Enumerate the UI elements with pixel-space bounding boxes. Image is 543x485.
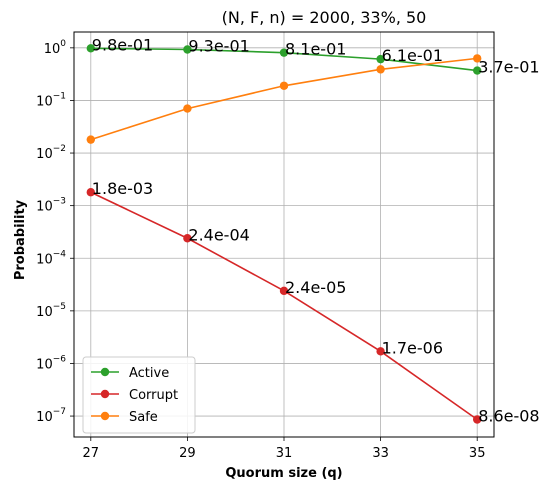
- data-point-corrupt: [473, 415, 482, 424]
- y-tick-label: 100: [44, 39, 67, 57]
- y-tick-label: 10−7: [36, 407, 66, 425]
- data-point-active: [279, 48, 289, 57]
- y-tick-label: 10−3: [36, 197, 66, 215]
- legend-marker-active: [100, 367, 110, 377]
- legend-label-corrupt: Corrupt: [129, 388, 178, 403]
- data-point-safe: [376, 65, 385, 74]
- data-label-active: 8.1e-01: [285, 40, 346, 59]
- data-label-active: 3.7e-01: [478, 58, 539, 77]
- data-point-active: [183, 45, 192, 54]
- axis-ticks: 27 29 31 33 35 100 10−1 10−2 10−3 10−4 10−5 10−6 10−…: [36, 39, 485, 461]
- legend-marker-corrupt: [100, 389, 110, 399]
- x-tick-label: 27: [83, 446, 100, 461]
- data-point-safe: [86, 135, 96, 144]
- data-label-corrupt: 2.4e-04: [188, 225, 249, 244]
- x-tick-label: 31: [276, 446, 293, 461]
- x-tick-label: 33: [372, 446, 389, 461]
- legend: Active Corrupt Safe: [82, 356, 196, 434]
- data-point-active: [376, 54, 385, 64]
- data-point-active: [86, 44, 96, 53]
- chart-title: (N, F, n) = 2000, 33%, 50: [222, 8, 427, 27]
- data-point-active: [473, 66, 482, 75]
- data-point-safe: [473, 54, 482, 63]
- y-axis-label: Probability: [13, 199, 28, 280]
- y-tick-label: 10−1: [36, 91, 66, 109]
- data-label-active: 9.8e-01: [92, 35, 153, 54]
- data-point-corrupt: [279, 286, 289, 296]
- legend-label-active: Active: [129, 366, 169, 381]
- x-tick-label: 35: [469, 446, 486, 461]
- data-point-safe: [279, 81, 289, 90]
- y-tick-label: 10−6: [36, 354, 66, 372]
- legend-box: [82, 356, 196, 434]
- data-point-corrupt: [86, 188, 96, 197]
- data-point-corrupt: [376, 347, 385, 356]
- data-label-corrupt: 1.8e-03: [92, 179, 153, 198]
- data-label-active: 6.1e-01: [382, 46, 443, 65]
- data-label-active: 9.3e-01: [188, 36, 249, 55]
- legend-label-safe: Safe: [129, 410, 158, 425]
- x-axis-label: Quorum size (q): [225, 466, 342, 481]
- data-point-corrupt: [183, 234, 192, 243]
- legend-marker-safe: [100, 411, 110, 421]
- y-tick-label: 10−5: [36, 302, 66, 320]
- data-label-corrupt: 1.7e-06: [382, 338, 443, 357]
- data-label-corrupt: 8.6e-08: [478, 407, 539, 426]
- data-point-safe: [183, 104, 192, 113]
- data-label-corrupt: 2.4e-05: [285, 278, 346, 297]
- y-tick-label: 10−4: [36, 249, 66, 267]
- series-layer: [86, 44, 482, 424]
- x-tick-label: 29: [179, 446, 196, 461]
- data-labels: 9.8e-01 9.3e-01 8.1e-01 6.1e-01 3.7e-01 1.8e-…: [92, 35, 540, 425]
- y-tick-label: 10−2: [36, 144, 66, 162]
